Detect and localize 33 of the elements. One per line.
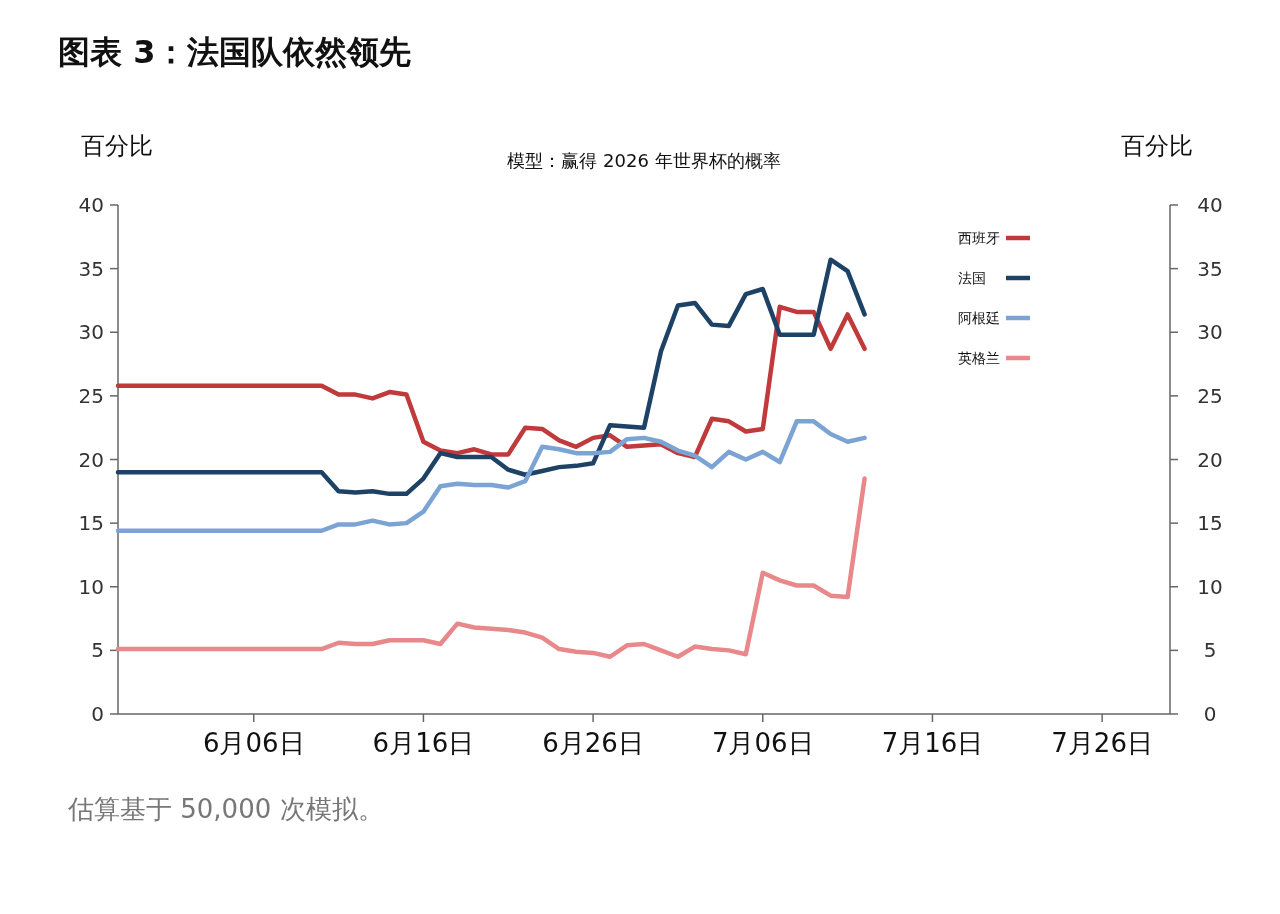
x-tick-label: 7月26日 [1051, 728, 1153, 758]
y2-tick-label: 15 [1197, 511, 1223, 536]
y2-tick-label: 40 [1197, 193, 1223, 217]
legend-label: 英格兰 [958, 350, 1000, 366]
y2-tick-label: 5 [1203, 638, 1217, 663]
legend-label: 法国 [958, 270, 986, 286]
y2-axis-title: 百分比 [1121, 132, 1193, 160]
chart-title: 图表 3：法国队依然领先 [58, 33, 412, 71]
y-tick-label: 5 [91, 638, 104, 663]
y2-tick-label: 30 [1197, 320, 1223, 345]
x-tick-label: 6月26日 [542, 728, 644, 758]
x-tick-label: 7月06日 [711, 728, 814, 758]
y2-tick-label: 35 [1197, 256, 1223, 281]
y-tick-label: 25 [78, 383, 104, 408]
y2-tick-label: 0 [1203, 702, 1217, 726]
y2-tick-label: 10 [1197, 574, 1223, 599]
y-tick-label: 40 [78, 193, 104, 217]
chart-subtitle: 模型：赢得 2026 年世界杯的概率 [507, 150, 781, 171]
legend-label: 西班牙 [958, 230, 1000, 246]
y2-tick-label: 25 [1197, 383, 1223, 408]
y-tick-label: 15 [78, 511, 104, 536]
x-tick-label: 6月16日 [372, 728, 475, 758]
y-tick-label: 30 [78, 320, 104, 345]
y-tick-label: 10 [78, 574, 104, 599]
x-tick-label: 6月06日 [202, 728, 305, 758]
legend-label: 阿根廷 [958, 310, 1000, 326]
y-tick-label: 35 [78, 256, 104, 281]
y-axis-title: 百分比 [81, 132, 153, 160]
x-tick-label: 7月16日 [881, 728, 984, 758]
y2-tick-label: 20 [1197, 447, 1223, 472]
y-tick-label: 0 [91, 702, 104, 726]
text: 估算基于 50,000 次模拟。 [67, 794, 384, 824]
y-tick-label: 20 [78, 447, 104, 472]
